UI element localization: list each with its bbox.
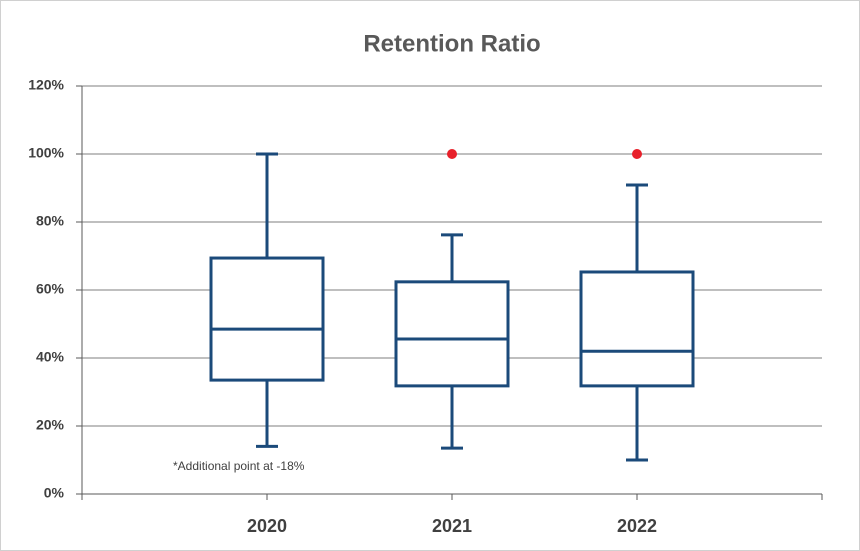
box (579, 270, 695, 388)
box (394, 280, 510, 388)
x-tick-label: 2020 (247, 516, 287, 536)
y-tick-label: 40% (36, 349, 65, 365)
outlier (447, 149, 457, 159)
annotation: *Additional point at -18% (173, 459, 305, 473)
outlier (632, 149, 642, 159)
x-tick-label: 2022 (617, 516, 657, 536)
x-tick-label: 2021 (432, 516, 472, 536)
y-tick-label: 100% (28, 145, 64, 161)
y-tick-label: 60% (36, 281, 65, 297)
y-tick-label: 20% (36, 417, 65, 433)
chart-title: Retention Ratio (363, 30, 540, 57)
box (209, 256, 325, 382)
y-tick-label: 120% (28, 77, 64, 93)
y-tick-label: 0% (44, 485, 65, 501)
y-tick-label: 80% (36, 213, 65, 229)
